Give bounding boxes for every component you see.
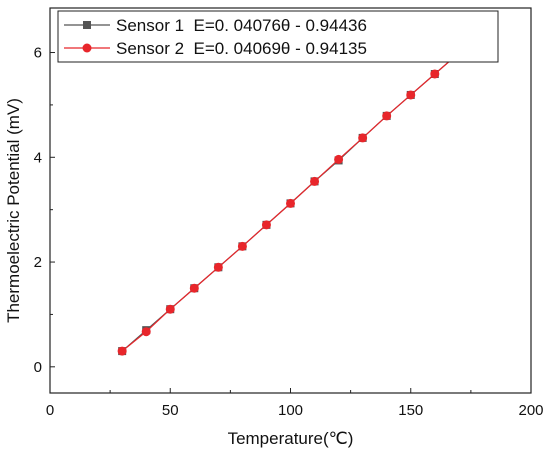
data-point <box>406 90 416 100</box>
legend-label: Sensor 2 E=0. 04069θ - 0.94135 <box>116 39 367 58</box>
data-point <box>141 327 151 337</box>
x-tick-label: 150 <box>398 402 423 419</box>
data-point <box>310 176 320 186</box>
y-tick-label: 2 <box>34 254 42 271</box>
x-axis-title: Temperature(℃) <box>228 429 354 448</box>
legend: Sensor 1 E=0. 04076θ - 0.94436 Sensor 2 E… <box>57 10 499 63</box>
x-tick-label: 200 <box>518 402 543 419</box>
y-axis-title: Thermoelectric Potential (mV) <box>4 98 23 323</box>
y-tick-label: 0 <box>34 359 42 376</box>
series-2 <box>117 27 488 356</box>
data-point <box>237 241 247 251</box>
data-point <box>334 154 344 164</box>
data-point <box>189 283 199 293</box>
legend-label: Sensor 1 E=0. 04076θ - 0.94436 <box>116 16 367 35</box>
y-tick-label: 6 <box>34 45 42 62</box>
y-tick-label: 4 <box>34 149 42 166</box>
legend-box <box>57 10 499 63</box>
data-point <box>286 198 295 208</box>
legend-marker <box>83 21 91 29</box>
data-point <box>382 111 392 121</box>
legend-marker <box>82 43 92 53</box>
x-tick-label: 100 <box>278 402 303 419</box>
data-point <box>165 304 175 314</box>
axes-layer: 0 50 100 150 200 0 2 4 6 <box>34 45 544 419</box>
data-point <box>430 69 440 79</box>
x-tick-label: 50 <box>162 402 179 419</box>
series-line <box>121 31 484 352</box>
data-point <box>213 262 223 272</box>
data-point <box>261 220 271 230</box>
series-layer <box>117 27 488 356</box>
data-point <box>117 346 127 356</box>
x-tick-label: 0 <box>46 402 54 419</box>
data-point <box>358 133 368 143</box>
